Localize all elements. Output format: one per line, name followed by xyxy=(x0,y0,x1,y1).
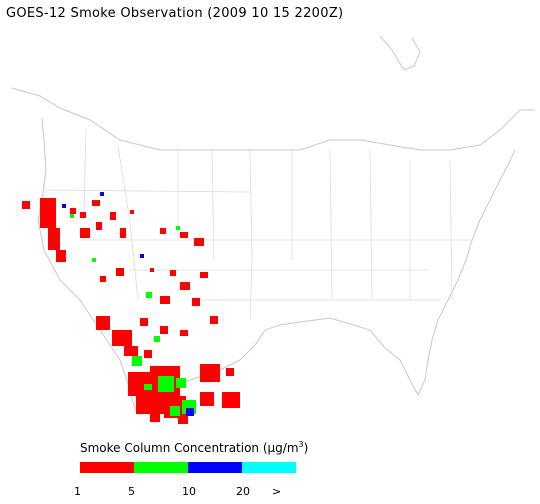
legend-title: Smoke Column Concentration (μg/m3) xyxy=(80,440,309,455)
legend-tick-overflow: > xyxy=(272,485,282,498)
legend-swatch-20 xyxy=(242,462,296,473)
coastline xyxy=(11,35,535,411)
legend-tick-20: 20 xyxy=(236,485,250,498)
smoke-map xyxy=(11,35,535,424)
legend-swatch-5 xyxy=(134,462,188,473)
legend-tick-10: 10 xyxy=(182,485,196,498)
legend-tick-1: 1 xyxy=(74,485,81,498)
legend-tick-5: 5 xyxy=(128,485,135,498)
legend-swatch-10 xyxy=(188,462,242,473)
map-title: GOES-12 Smoke Observation (2009 10 15 22… xyxy=(6,6,344,21)
legend-swatch-1 xyxy=(80,462,134,473)
state-borders xyxy=(43,127,470,321)
smoke-plumes xyxy=(22,192,240,424)
